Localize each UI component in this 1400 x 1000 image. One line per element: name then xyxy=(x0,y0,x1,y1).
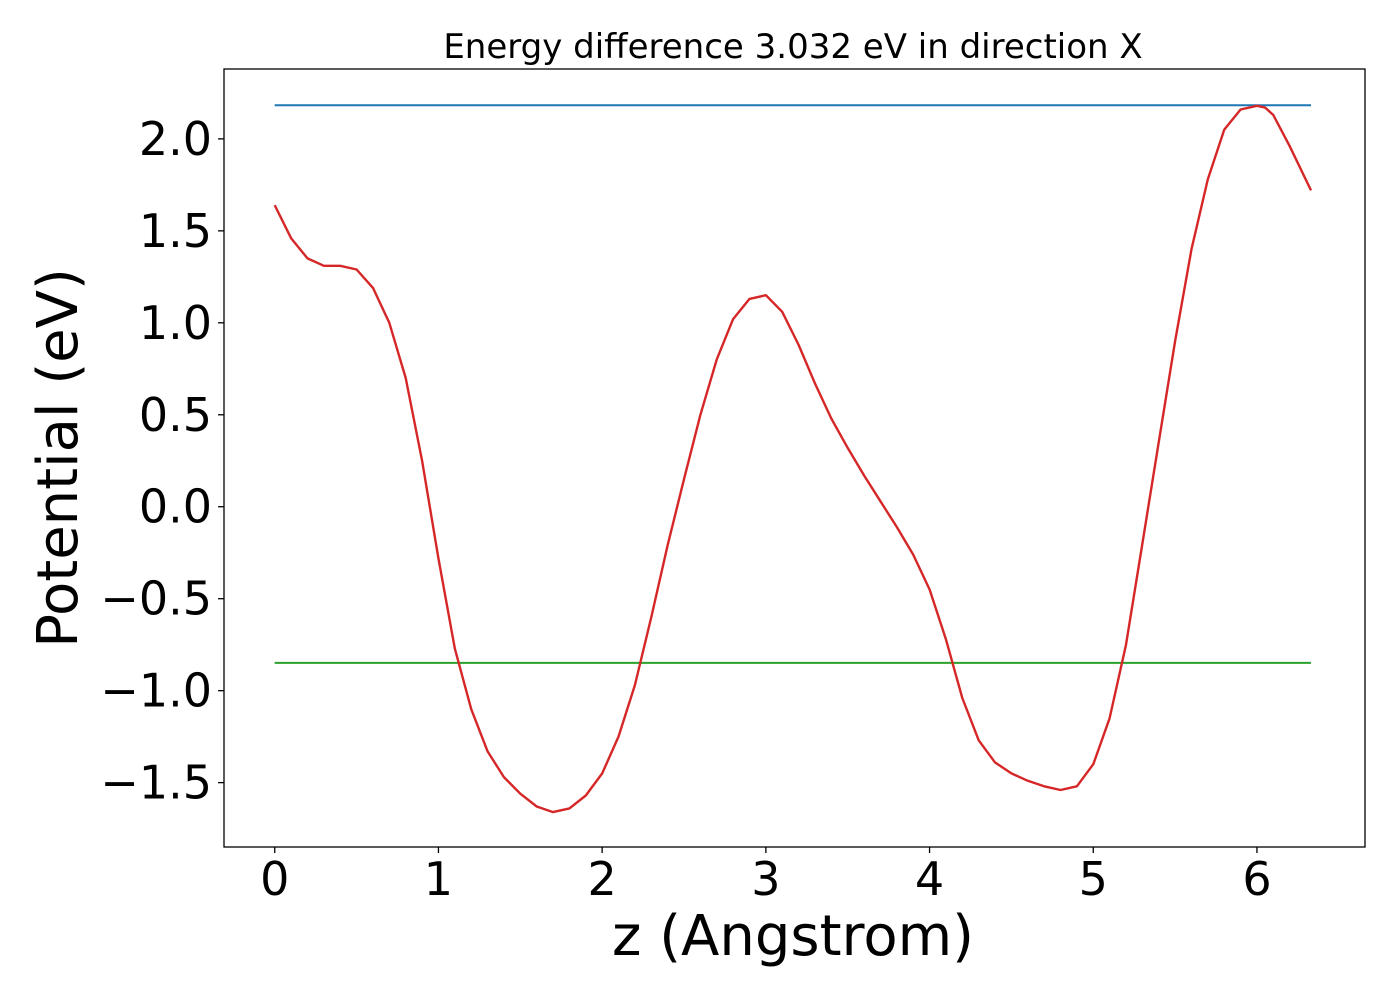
y-tick-label: 0.0 xyxy=(139,480,212,534)
y-ticks: 2.0 1.5 1.0 0.5 0.0 −0.5 −1.0 −1.5 xyxy=(100,112,224,810)
x-tick-label: 0 xyxy=(260,852,289,906)
y-tick-label: −1.5 xyxy=(100,756,212,810)
y-tick-label: −1.0 xyxy=(100,664,212,718)
x-ticks: 0 1 2 3 4 5 6 xyxy=(260,847,1272,906)
x-tick-label: 5 xyxy=(1079,852,1108,906)
y-tick-label: 1.0 xyxy=(139,296,212,350)
series-group xyxy=(273,104,1313,814)
y-tick-label: 2.0 xyxy=(139,112,212,166)
x-tick-label: 4 xyxy=(915,852,944,906)
x-tick-label: 2 xyxy=(588,852,617,906)
y-axis-label: Potential (eV) xyxy=(26,268,91,648)
y-tick-label: 0.5 xyxy=(139,388,212,442)
series-line-3 xyxy=(273,104,1313,814)
y-tick-label: −0.5 xyxy=(100,572,212,626)
chart-title: Energy difference 3.032 eV in direction … xyxy=(443,27,1142,67)
x-tick-label: 1 xyxy=(424,852,453,906)
x-axis-label: z (Angstrom) xyxy=(612,904,974,969)
x-tick-label: 6 xyxy=(1242,852,1271,906)
plot-frame xyxy=(223,68,1366,848)
x-tick-label: 3 xyxy=(751,852,780,906)
y-tick-label: 1.5 xyxy=(139,204,212,258)
